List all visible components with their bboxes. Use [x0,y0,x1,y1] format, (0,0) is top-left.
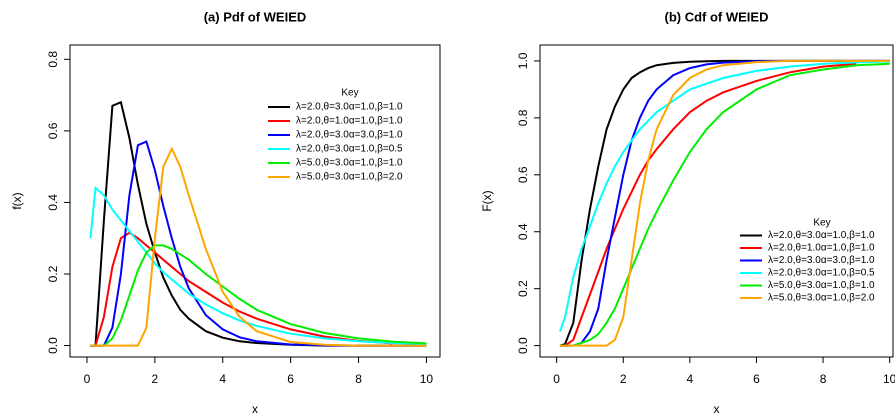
legend-title: Key [341,88,358,99]
x-tick-label: 8 [355,372,362,386]
x-axis-label: x [714,402,720,416]
y-tick-label: 0.2 [46,265,60,282]
x-tick-label: 8 [820,372,827,386]
x-tick-label: 2 [152,372,159,386]
y-tick-label: 0.8 [516,109,530,126]
x-tick-label: 6 [753,372,760,386]
legend-label: λ=5.0,θ=3.0α=1.0,β=2.0 [768,293,875,304]
legend-title: Key [813,218,830,229]
series-line [559,60,890,332]
x-tick-label: 4 [219,372,226,386]
series-line [90,231,393,347]
chart-title: (b) Cdf of WEIED [665,9,769,24]
legend-label: λ=2.0,θ=3.0α=1.0,β=0.5 [768,268,875,279]
y-axis-label: f(x) [10,192,24,209]
legend-label: λ=2.0,θ=3.0α=3.0,β=1.0 [296,130,403,141]
y-tick-label: 0.6 [46,122,60,139]
y-tick-label: 0.4 [46,194,60,211]
legend-label: λ=2.0,θ=3.0α=3.0,β=1.0 [768,255,875,266]
x-tick-label: 6 [287,372,294,386]
series-line [90,146,427,347]
series-line [90,244,427,347]
series-line [560,62,890,347]
series-line [560,62,857,347]
legend-label: λ=2.0,θ=3.0α=1.0,β=1.0 [296,102,403,113]
legend-label: λ=2.0,θ=3.0α=1.0,β=1.0 [768,230,875,241]
x-tick-label: 0 [553,372,560,386]
legend-label: λ=5.0,θ=3.0α=1.0,β=2.0 [296,172,403,183]
legend-label: λ=2.0,θ=1.0α=1.0,β=1.0 [768,243,875,254]
legend-label: λ=5.0,θ=3.0α=1.0,β=1.0 [768,280,875,291]
series-line [560,59,890,347]
y-tick-label: 0.6 [516,166,530,183]
legend-label: λ=5.0,θ=3.0α=1.0,β=1.0 [296,158,403,169]
y-axis-label: F(x) [480,190,494,211]
plot-frame [69,44,441,358]
chart-title: (a) Pdf of WEIED [204,9,307,24]
y-tick-label: 0.0 [516,337,530,354]
x-tick-label: 4 [687,372,694,386]
y-tick-label: 0.0 [46,337,60,354]
plot-frame [539,44,894,358]
x-tick-label: 10 [883,372,895,386]
x-axis-label: x [252,402,258,416]
legend-label: λ=2.0,θ=1.0α=1.0,β=1.0 [296,116,403,127]
y-tick-label: 0.8 [46,51,60,68]
y-tick-label: 0.4 [516,223,530,240]
y-tick-label: 0.2 [516,280,530,297]
y-tick-label: 1.0 [516,52,530,69]
legend-label: λ=2.0,θ=3.0α=1.0,β=0.5 [296,144,403,155]
series-line [89,186,427,346]
x-tick-label: 10 [420,372,434,386]
x-tick-label: 0 [84,372,91,386]
x-tick-label: 2 [620,372,627,386]
